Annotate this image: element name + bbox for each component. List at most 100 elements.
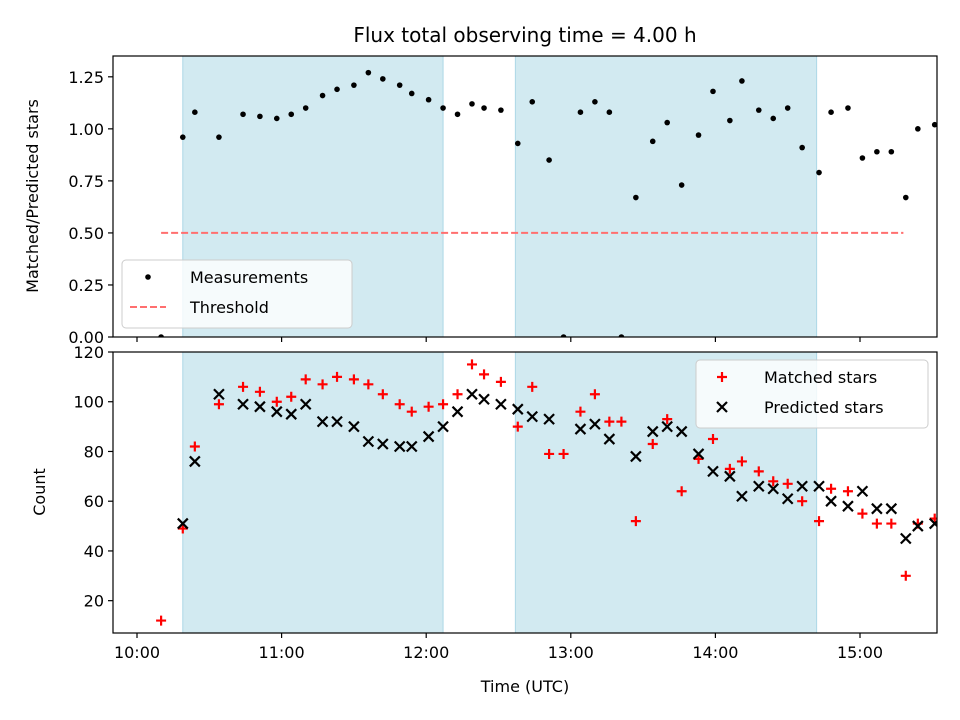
- series-measurements: [158, 69, 937, 337]
- legend: Measurements Threshold: [121, 259, 353, 329]
- data-point: [179, 134, 186, 140]
- data-point: [543, 413, 555, 425]
- shaded-span-1: [182, 351, 444, 634]
- data-point: [396, 82, 403, 88]
- data-point: [452, 389, 463, 400]
- data-point: [495, 398, 507, 410]
- series-predicted-stars: [177, 388, 937, 545]
- chart-title: Flux total observing time = 4.00 h: [353, 23, 696, 47]
- y-tick-label: 80: [84, 442, 104, 461]
- data-point: [768, 476, 779, 487]
- data-point: [380, 76, 386, 82]
- data-point: [678, 182, 685, 188]
- data-point: [799, 144, 805, 151]
- data-point: [929, 513, 937, 524]
- legend-label: Threshold: [189, 298, 269, 317]
- data-point: [874, 148, 880, 155]
- data-point: [797, 496, 808, 507]
- data-point: [351, 82, 357, 88]
- data-point: [495, 376, 506, 387]
- data-point: [469, 101, 475, 107]
- data-point: [856, 485, 869, 498]
- data-point: [646, 425, 659, 438]
- data-point: [739, 78, 745, 84]
- data-point: [900, 570, 911, 581]
- axes-frame: [112, 55, 938, 338]
- data-point: [662, 414, 673, 425]
- x-axis-label: Time (UTC): [480, 677, 569, 696]
- data-point: [574, 423, 587, 435]
- data-point: [871, 518, 882, 529]
- data-point: [257, 113, 263, 120]
- data-point: [724, 463, 735, 474]
- data-point: [254, 386, 265, 397]
- data-point: [664, 119, 670, 126]
- data-point: [886, 518, 897, 529]
- data-point: [466, 359, 477, 370]
- data-point: [707, 465, 719, 478]
- data-point: [753, 466, 764, 477]
- data-point: [915, 126, 921, 132]
- data-point: [693, 453, 704, 464]
- data-point: [782, 478, 793, 489]
- data-point: [237, 398, 249, 410]
- data-point: [736, 490, 748, 503]
- data-point: [479, 369, 490, 380]
- data-point: [842, 500, 854, 512]
- y-tick-label: 60: [84, 492, 104, 511]
- data-point: [285, 408, 298, 420]
- data-point: [271, 405, 283, 418]
- data-point: [238, 381, 249, 392]
- data-point: [560, 334, 567, 337]
- data-point: [216, 134, 222, 140]
- data-point: [606, 109, 613, 115]
- data-point: [377, 438, 389, 450]
- y-tick-label: 120: [73, 343, 104, 362]
- panel-ratio: 0.00 0.25 0.50 0.75 1.00 1.25 Measurements Thre…: [68, 55, 938, 347]
- data-point: [213, 388, 225, 401]
- data-point: [630, 450, 642, 463]
- data-point: [334, 86, 340, 93]
- legend-label: Measurements: [190, 268, 308, 287]
- data-point: [724, 470, 736, 483]
- data-point: [781, 492, 794, 505]
- y-tick-label: 0.75: [68, 172, 104, 191]
- shaded-span-2: [514, 55, 818, 338]
- data-point: [362, 435, 375, 448]
- data-point: [603, 433, 616, 445]
- data-point: [348, 420, 360, 433]
- data-point: [676, 486, 687, 497]
- data-point: [438, 399, 449, 410]
- legend: Matched stars Predicted stars: [695, 359, 929, 429]
- data-point: [727, 117, 733, 124]
- data-point: [512, 403, 524, 415]
- data-point: [736, 456, 747, 467]
- data-point: [589, 418, 601, 430]
- data-point: [767, 482, 780, 495]
- data-point: [189, 441, 200, 452]
- data-point: [408, 90, 415, 97]
- data-point: [592, 98, 598, 105]
- data-point: [331, 415, 343, 428]
- data-point: [527, 381, 538, 392]
- x-tick-label: 10:00: [114, 643, 160, 662]
- data-point: [753, 480, 765, 493]
- data-point: [365, 69, 372, 76]
- data-point: [546, 157, 552, 163]
- data-point: [575, 406, 586, 417]
- data-point: [842, 486, 853, 497]
- data-point: [440, 105, 446, 111]
- data-point: [300, 374, 311, 385]
- data-point: [577, 109, 584, 115]
- data-point: [286, 391, 297, 402]
- y-tick-label: 0.25: [68, 276, 104, 295]
- data-point: [675, 425, 688, 438]
- data-point: [348, 374, 359, 385]
- x-tick-label: 12:00: [403, 643, 449, 662]
- y-tick-label: 1.00: [68, 120, 104, 139]
- data-point: [649, 138, 656, 145]
- data-point: [796, 480, 808, 493]
- series-matched-stars: [156, 359, 937, 626]
- data-point: [454, 111, 461, 118]
- data-point: [425, 96, 432, 103]
